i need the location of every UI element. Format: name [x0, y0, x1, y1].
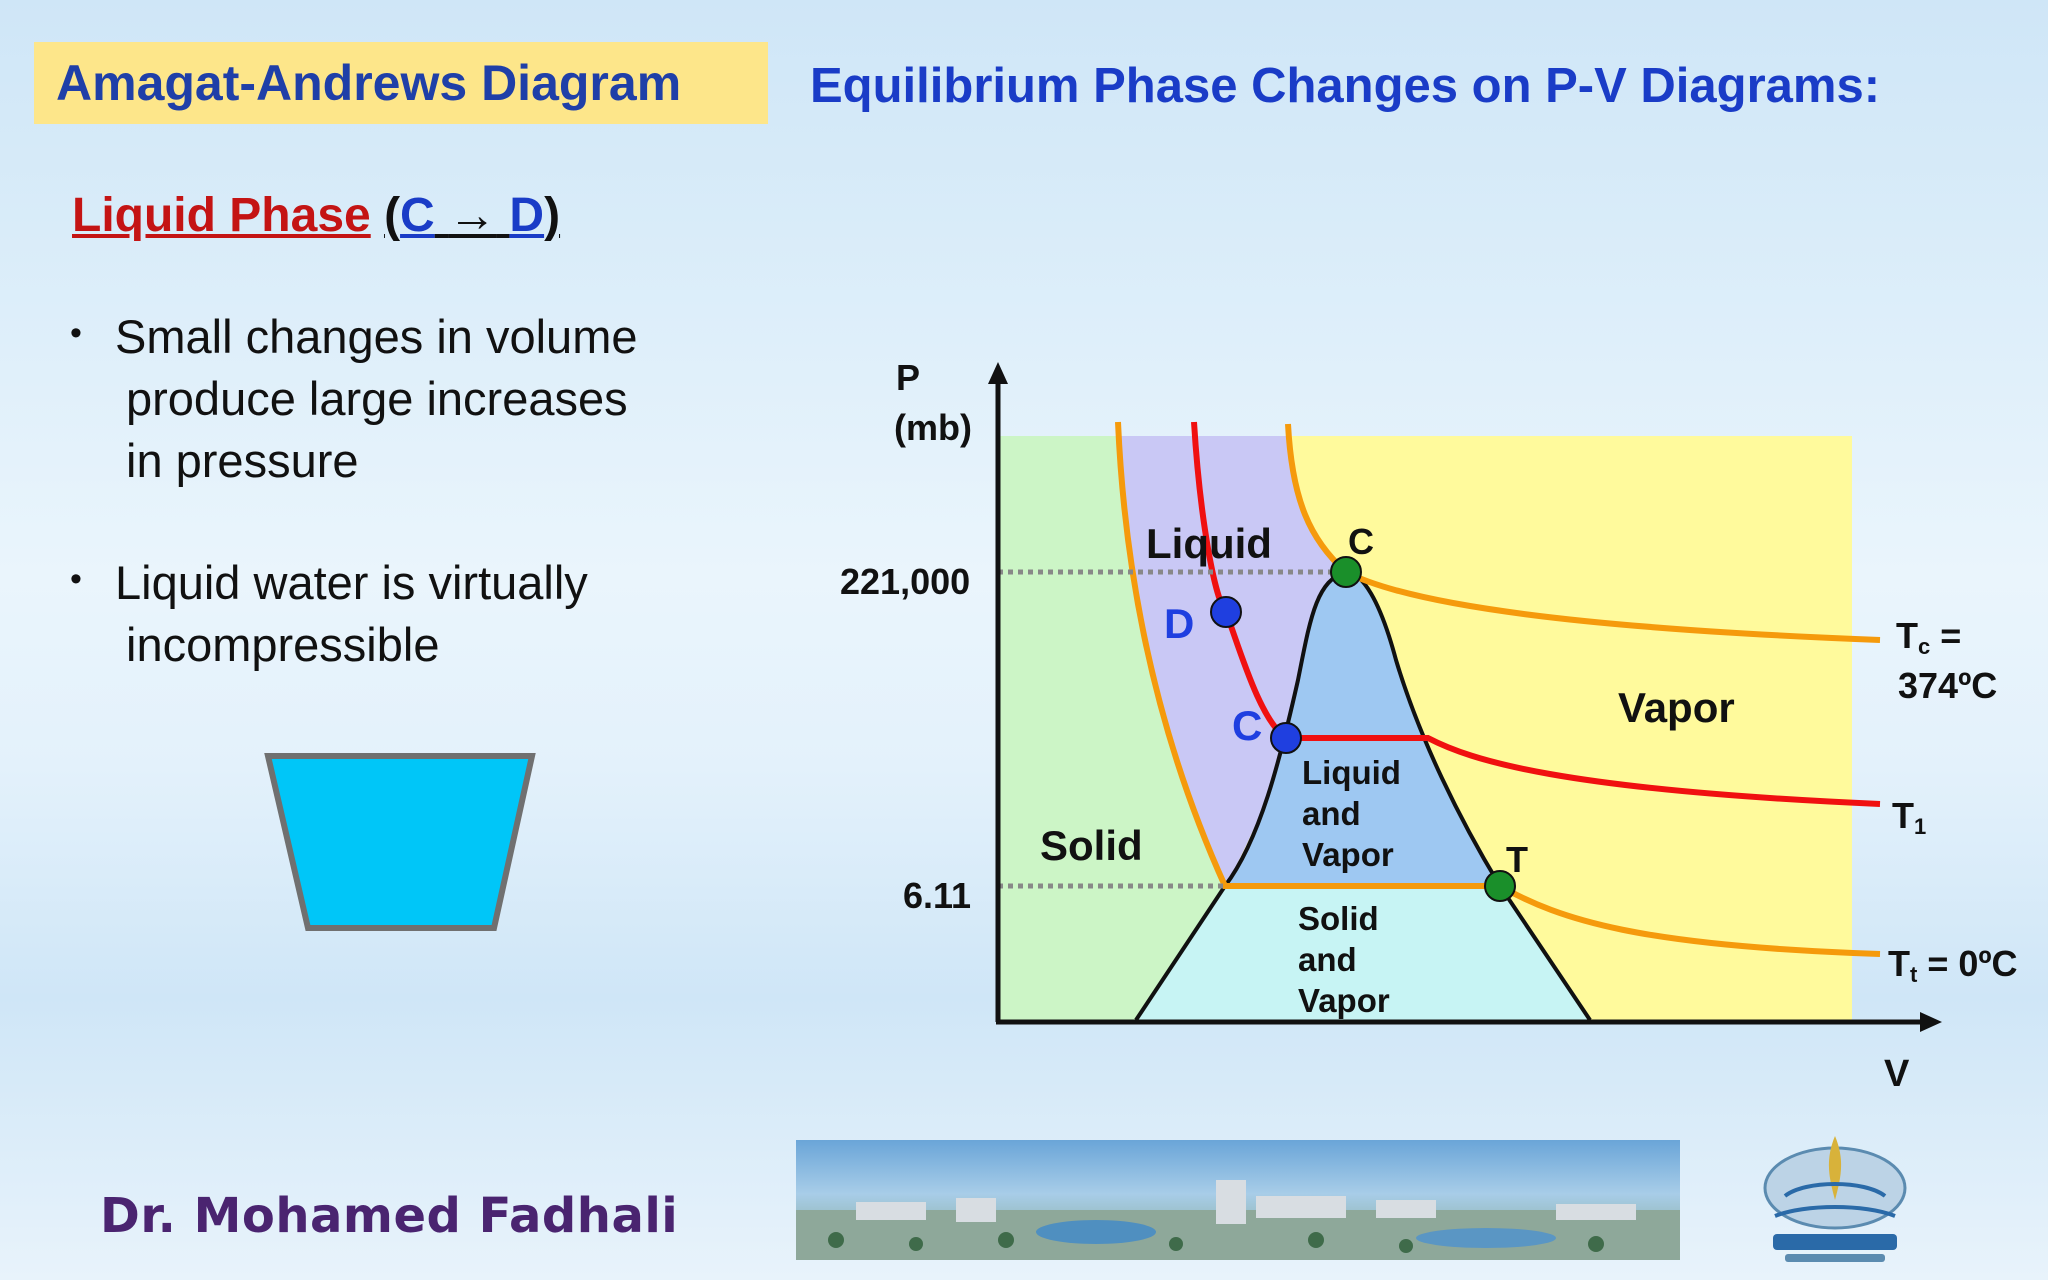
triple-point — [1484, 870, 1516, 902]
section-heading-close-paren: ) — [544, 189, 561, 242]
liquid-vapor-dome — [1225, 572, 1500, 886]
tt-label-sub: t — [1910, 962, 1918, 987]
bullet-line: produce large increases — [126, 372, 628, 425]
critical-point-label: C — [1348, 521, 1374, 562]
y-axis-unit: (mb) — [894, 407, 972, 448]
solid-region-label: Solid — [1040, 822, 1143, 869]
slide-title: Amagat-Andrews Diagram — [56, 55, 682, 111]
tt-label-tail: = 0ºC — [1917, 943, 2017, 984]
tick-label-221000: 221,000 — [840, 561, 970, 602]
solid-vapor-boundary — [1134, 884, 1227, 1022]
tc-label-main: T — [1896, 615, 1918, 656]
liquid-vapor-label: Vapor — [1302, 836, 1394, 873]
tc-label-sub: c — [1918, 634, 1930, 659]
state-point-c — [1270, 722, 1302, 754]
tt-label: Tt = 0ºC — [1888, 943, 2018, 987]
bullet-item: • Small changes in volume produce large … — [70, 306, 638, 492]
section-heading-from: C — [400, 189, 435, 242]
bullet-line: in pressure — [126, 434, 359, 487]
state-point-d — [1210, 596, 1242, 628]
x-axis-arrow-icon — [1920, 1012, 1942, 1032]
water-container-icon — [264, 753, 536, 931]
section-heading-arrow-wrap: → — [435, 189, 510, 242]
liquid-vapor-label: and — [1302, 795, 1361, 832]
tc-label-tail: = — [1930, 615, 1961, 656]
solid-vapor-label: Solid — [1298, 900, 1379, 937]
vapor-region-label: Vapor — [1618, 684, 1735, 731]
tc-value: 374ºC — [1898, 665, 1997, 706]
liquid-region — [1118, 436, 1346, 886]
solid-vapor-label: Vapor — [1298, 982, 1390, 1019]
section-heading-to: D — [509, 189, 545, 242]
tick-label-611: 6.11 — [903, 875, 971, 916]
slide-title-box: Amagat-Andrews Diagram — [34, 42, 768, 124]
critical-isotherm — [1285, 423, 1881, 643]
t1-label-sub: 1 — [1914, 814, 1926, 839]
header-title: Equilibrium Phase Changes on P-V Diagram… — [810, 59, 1881, 113]
solid-boundary-curve — [1115, 421, 1500, 889]
section-heading-arrow: → — [448, 189, 497, 242]
t1-label-main: T — [1892, 795, 1914, 836]
university-logo — [1763, 1136, 1907, 1262]
bullet-item: • Liquid water is virtually incompressib… — [70, 552, 588, 676]
bullet-line: incompressible — [126, 618, 440, 671]
tt-label-main: T — [1888, 943, 1910, 984]
liquid-region-label: Liquid — [1146, 520, 1272, 567]
y-axis-arrow-icon — [988, 362, 1008, 384]
tc-label: Tc = — [1896, 615, 1961, 659]
author-name: Dr. Mohamed Fadhali — [100, 1188, 679, 1244]
section-heading-open-paren: ( — [384, 189, 401, 242]
t1-isotherm — [1191, 421, 1881, 807]
liquid-vapor-label: Liquid — [1302, 754, 1401, 791]
solid-region — [998, 436, 1225, 1020]
t1-label: T1 — [1892, 795, 1926, 839]
bullet-dot: • — [70, 314, 82, 352]
bullet-line: Small changes in volume — [115, 310, 638, 363]
bullet-dot: • — [70, 560, 82, 598]
section-heading: Liquid Phase (C → D) — [72, 188, 560, 243]
x-axis-label: V — [1884, 1053, 1910, 1095]
section-heading-label: Liquid Phase — [72, 189, 371, 242]
triple-point-label: T — [1506, 839, 1528, 880]
bullet-line: Liquid water is virtually — [115, 556, 588, 609]
solid-vapor-region — [1136, 886, 1590, 1020]
state-c-label: C — [1232, 702, 1262, 749]
triple-isotherm — [1498, 883, 1881, 957]
y-axis-label: P — [896, 357, 920, 398]
state-d-label: D — [1164, 600, 1194, 647]
pv-phase-diagram: P (mb) V 221,000 6.11 Liquid Solid Vapor… — [840, 357, 2018, 1095]
campus-photo — [796, 1140, 1680, 1260]
solid-vapor-label: and — [1298, 941, 1357, 978]
critical-point — [1330, 556, 1362, 588]
